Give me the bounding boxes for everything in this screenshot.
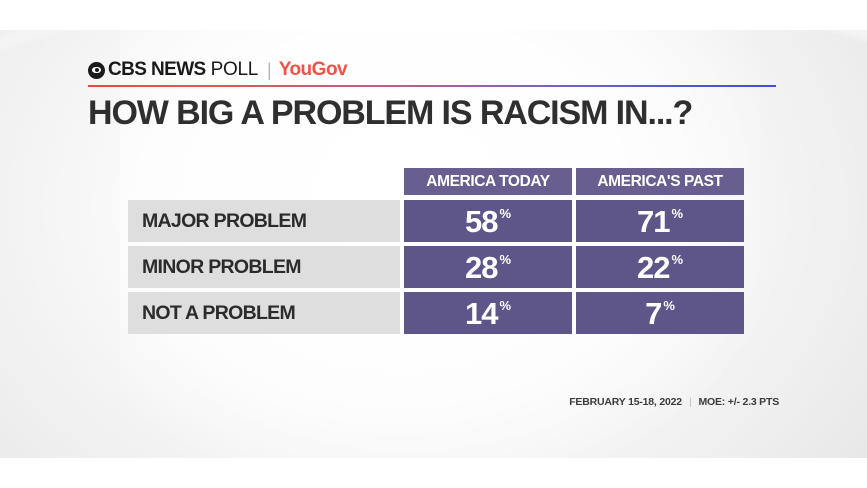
- header-corner-spacer: [128, 168, 400, 195]
- column-header-americas-past: AMERICA'S PAST: [576, 168, 744, 195]
- value-not-a-problem-today: 14%: [404, 292, 572, 334]
- percent-sign: %: [663, 298, 675, 313]
- value-major-problem-today: 58%: [404, 200, 572, 242]
- gradient-divider: [88, 85, 776, 87]
- results-table: AMERICA TODAY AMERICA'S PAST MAJOR PROBL…: [128, 168, 744, 338]
- partner-name: YouGov: [278, 59, 348, 80]
- page-title: HOW BIG A PROBLEM IS RACISM IN...?: [88, 94, 693, 132]
- percent-sign: %: [671, 252, 684, 267]
- percent-sign: %: [499, 206, 512, 221]
- footer-note: FEBRUARY 15-18, 2022 | MOE: +/- 2.3 PTS: [569, 396, 779, 408]
- percent-sign: %: [499, 252, 512, 267]
- value-number: 7: [645, 295, 662, 331]
- table-row: NOT A PROBLEM 14% 7%: [128, 292, 744, 334]
- value-number: 58: [464, 203, 498, 239]
- value-number: 14: [464, 295, 498, 331]
- table-header-row: AMERICA TODAY AMERICA'S PAST: [128, 168, 744, 195]
- field-dates: FEBRUARY 15-18, 2022: [569, 396, 682, 408]
- percent-sign: %: [671, 206, 684, 221]
- row-label-minor-problem: MINOR PROBLEM: [128, 246, 400, 288]
- cbs-eye-icon: [88, 61, 105, 79]
- value-not-a-problem-past: 7%: [576, 292, 744, 334]
- table-row: MAJOR PROBLEM 58% 71%: [128, 200, 744, 242]
- value-number: 28: [464, 249, 498, 285]
- table-row: MINOR PROBLEM 28% 22%: [128, 246, 744, 288]
- margin-of-error: MOE: +/- 2.3 PTS: [698, 396, 779, 408]
- branding-separator: |: [267, 59, 272, 80]
- row-label-not-a-problem: NOT A PROBLEM: [128, 292, 400, 334]
- row-label-major-problem: MAJOR PROBLEM: [128, 200, 400, 242]
- value-number: 22: [636, 249, 670, 285]
- value-major-problem-past: 71%: [576, 200, 744, 242]
- branding-row: CBS NEWS POLL | YouGov: [88, 59, 348, 80]
- network-name: CBS NEWS: [108, 59, 206, 80]
- value-number: 71: [636, 203, 670, 239]
- poll-word: POLL: [210, 59, 259, 80]
- value-minor-problem-past: 22%: [576, 246, 744, 288]
- value-minor-problem-today: 28%: [404, 246, 572, 288]
- percent-sign: %: [499, 298, 512, 313]
- footer-separator: |: [688, 396, 692, 408]
- column-header-america-today: AMERICA TODAY: [404, 168, 572, 195]
